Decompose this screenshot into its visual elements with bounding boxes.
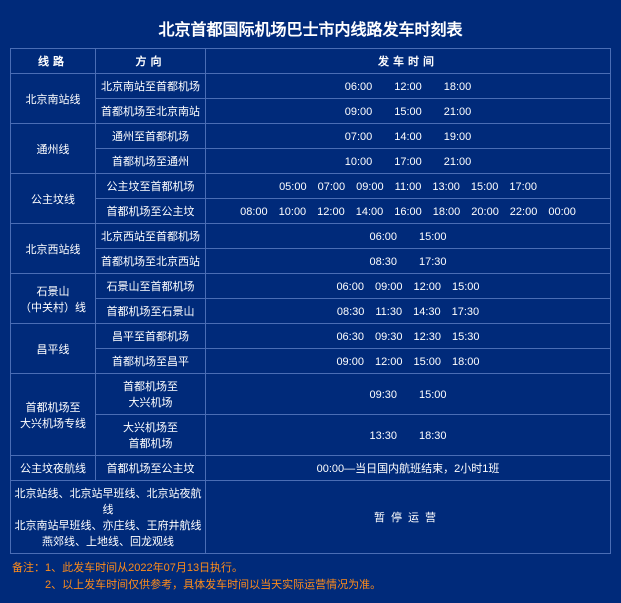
times-cell: 05:00 07:00 09:00 11:00 13:00 15:00 17:0… <box>206 174 611 199</box>
timetable-row: 首都机场至通州10:00 17:00 21:00 <box>11 149 611 174</box>
route-name: 首都机场至大兴机场专线 <box>11 374 96 456</box>
direction-cell: 首都机场至北京南站 <box>96 99 206 124</box>
timetable-row: 北京南站线北京南站至首都机场06:00 12:00 18:00 <box>11 74 611 99</box>
times-cell: 07:00 14:00 19:00 <box>206 124 611 149</box>
footer-line-2: 2、以上发车时间仅供参考，具体发车时间以当天实际运营情况为准。 <box>12 577 609 594</box>
direction-cell: 北京西站至首都机场 <box>96 224 206 249</box>
header-route: 线路 <box>11 49 96 74</box>
times-cell: 10:00 17:00 21:00 <box>206 149 611 174</box>
direction-cell: 首都机场至公主坟 <box>96 199 206 224</box>
times-cell: 08:00 10:00 12:00 14:00 16:00 18:00 20:0… <box>206 199 611 224</box>
route-name: 北京南站线 <box>11 74 96 124</box>
direction-cell: 石景山至首都机场 <box>96 274 206 299</box>
times-cell: 00:00—当日国内航班结束，2小时1班 <box>206 456 611 481</box>
times-cell: 09:00 12:00 15:00 18:00 <box>206 349 611 374</box>
direction-cell: 首都机场至石景山 <box>96 299 206 324</box>
direction-cell: 昌平至首都机场 <box>96 324 206 349</box>
timetable-row: 昌平线昌平至首都机场06:30 09:30 12:30 15:30 <box>11 324 611 349</box>
night-row: 公主坟夜航线 首都机场至公主坟 00:00—当日国内航班结束，2小时1班 <box>11 456 611 481</box>
direction-cell: 大兴机场至首都机场 <box>96 415 206 456</box>
times-cell: 06:30 09:30 12:30 15:30 <box>206 324 611 349</box>
timetable-row: 首都机场至公主坟08:00 10:00 12:00 14:00 16:00 18… <box>11 199 611 224</box>
direction-cell: 首都机场至昌平 <box>96 349 206 374</box>
direction-cell: 首都机场至公主坟 <box>96 456 206 481</box>
times-cell: 13:30 18:30 <box>206 415 611 456</box>
header-direction: 方向 <box>96 49 206 74</box>
times-cell: 08:30 17:30 <box>206 249 611 274</box>
route-name: 公主坟线 <box>11 174 96 224</box>
timetable-row: 首都机场至昌平09:00 12:00 15:00 18:00 <box>11 349 611 374</box>
route-name: 通州线 <box>11 124 96 174</box>
footer-line-1: 备注：1、此发车时间从2022年07月13日执行。 <box>12 560 609 577</box>
direction-cell: 通州至首都机场 <box>96 124 206 149</box>
route-name: 昌平线 <box>11 324 96 374</box>
suspended-status: 暂停运营 <box>206 481 611 554</box>
direction-cell: 首都机场至北京西站 <box>96 249 206 274</box>
route-name: 公主坟夜航线 <box>11 456 96 481</box>
direction-cell: 首都机场至通州 <box>96 149 206 174</box>
direction-cell: 公主坟至首都机场 <box>96 174 206 199</box>
timetable-row: 大兴机场至首都机场13:30 18:30 <box>11 415 611 456</box>
timetable-row: 首都机场至石景山08:30 11:30 14:30 17:30 <box>11 299 611 324</box>
times-cell: 06:00 12:00 18:00 <box>206 74 611 99</box>
direction-cell: 首都机场至大兴机场 <box>96 374 206 415</box>
route-name: 石景山（中关村）线 <box>11 274 96 324</box>
direction-cell: 北京南站至首都机场 <box>96 74 206 99</box>
times-cell: 09:00 15:00 21:00 <box>206 99 611 124</box>
timetable-row: 公主坟线公主坟至首都机场05:00 07:00 09:00 11:00 13:0… <box>11 174 611 199</box>
timetable-row: 首都机场至北京西站08:30 17:30 <box>11 249 611 274</box>
times-cell: 08:30 11:30 14:30 17:30 <box>206 299 611 324</box>
suspended-routes: 北京站线、北京站早班线、北京站夜航线北京南站早班线、亦庄线、王府井航线燕郊线、上… <box>11 481 206 554</box>
timetable-row: 北京西站线北京西站至首都机场06:00 15:00 <box>11 224 611 249</box>
times-cell: 09:30 15:00 <box>206 374 611 415</box>
times-cell: 06:00 09:00 12:00 15:00 <box>206 274 611 299</box>
header-row: 线路 方向 发车时间 <box>11 49 611 74</box>
timetable-row: 通州线通州至首都机场07:00 14:00 19:00 <box>11 124 611 149</box>
timetable: 线路 方向 发车时间 北京南站线北京南站至首都机场06:00 12:00 18:… <box>10 48 611 554</box>
page-title: 北京首都国际机场巴士市内线路发车时刻表 <box>10 10 611 48</box>
footer-notes: 备注：1、此发车时间从2022年07月13日执行。 2、以上发车时间仅供参考，具… <box>10 554 611 593</box>
times-cell: 06:00 15:00 <box>206 224 611 249</box>
route-name: 北京西站线 <box>11 224 96 274</box>
timetable-row: 首都机场至北京南站09:00 15:00 21:00 <box>11 99 611 124</box>
header-time: 发车时间 <box>206 49 611 74</box>
suspended-row: 北京站线、北京站早班线、北京站夜航线北京南站早班线、亦庄线、王府井航线燕郊线、上… <box>11 481 611 554</box>
timetable-row: 首都机场至大兴机场专线首都机场至大兴机场09:30 15:00 <box>11 374 611 415</box>
timetable-row: 石景山（中关村）线石景山至首都机场06:00 09:00 12:00 15:00 <box>11 274 611 299</box>
